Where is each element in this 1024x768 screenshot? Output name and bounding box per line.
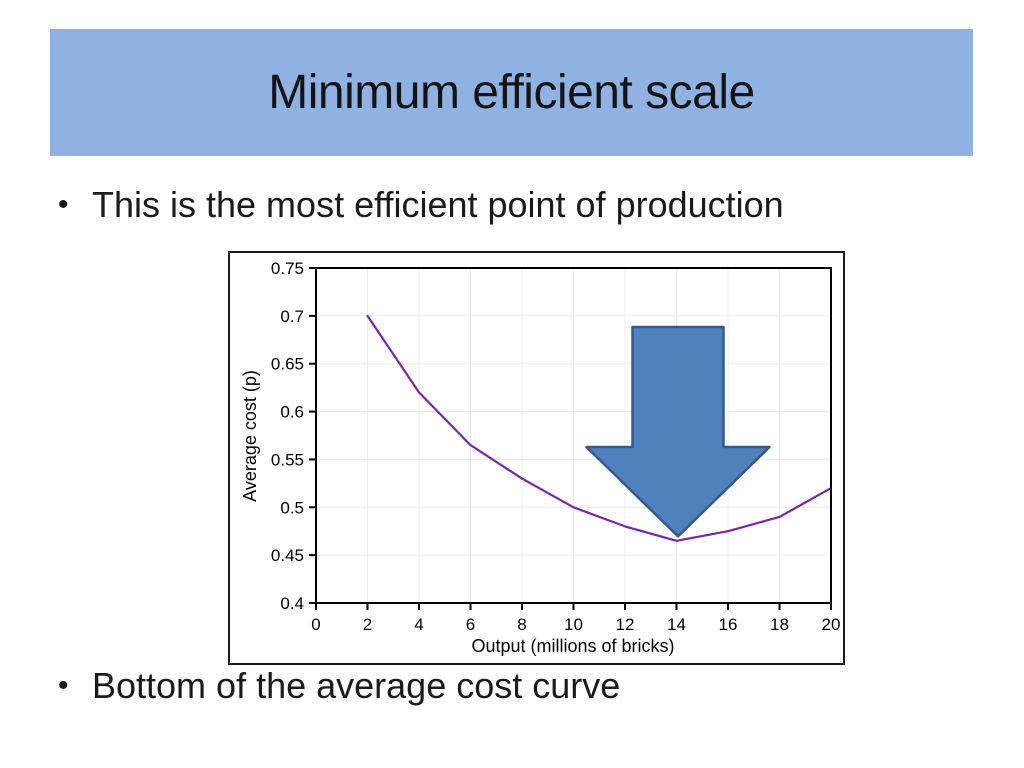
bullet-text-1: This is the most efficient point of prod… <box>92 184 784 225</box>
x-tick-label: 18 <box>770 615 789 634</box>
x-tick-label: 10 <box>564 615 583 634</box>
bullet-marker: • <box>58 188 69 221</box>
y-tick-label: 0.7 <box>280 307 304 326</box>
x-tick-label: 14 <box>667 615 686 634</box>
page-title: Minimum efficient scale <box>268 66 755 119</box>
down-arrow <box>585 325 771 538</box>
x-tick-label: 6 <box>466 615 475 634</box>
y-tick-label: 0.75 <box>271 259 304 278</box>
bullet-text-2: Bottom of the average cost curve <box>92 665 621 706</box>
bullet-item-2: • Bottom of the average cost curve <box>58 665 620 707</box>
y-tick-label: 0.65 <box>271 355 304 374</box>
chart-canvas: 0 2 4 6 8 10 12 14 16 18 20 0.4 0.45 0.5 0.55 0.6 0.65 0.… <box>240 259 841 656</box>
y-tick-label: 0.55 <box>271 450 304 469</box>
x-tick-label: 8 <box>517 615 526 634</box>
x-tick-label: 4 <box>414 615 423 634</box>
y-tick-label: 0.6 <box>280 403 304 422</box>
x-axis-title: Output (millions of bricks) <box>471 636 674 656</box>
x-tick-label: 16 <box>719 615 738 634</box>
x-tick-label: 12 <box>616 615 635 634</box>
average-cost-chart: 0 2 4 6 8 10 12 14 16 18 20 0.4 0.45 0.5 0.55 0.6 0.65 0.… <box>228 251 845 665</box>
x-tick-label: 2 <box>363 615 372 634</box>
y-tick-label: 0.5 <box>280 498 304 517</box>
y-tick-label: 0.45 <box>271 546 304 565</box>
title-bar: Minimum efficient scale <box>50 29 973 156</box>
x-tick-label: 20 <box>822 615 841 634</box>
x-tick-label: 0 <box>311 615 320 634</box>
bullet-marker: • <box>58 669 69 702</box>
bullet-item-1: • This is the most efficient point of pr… <box>58 184 784 226</box>
y-tick-label: 0.4 <box>280 594 304 613</box>
y-axis-title: Average cost (p) <box>240 370 260 502</box>
average-cost-curve <box>366 314 833 542</box>
